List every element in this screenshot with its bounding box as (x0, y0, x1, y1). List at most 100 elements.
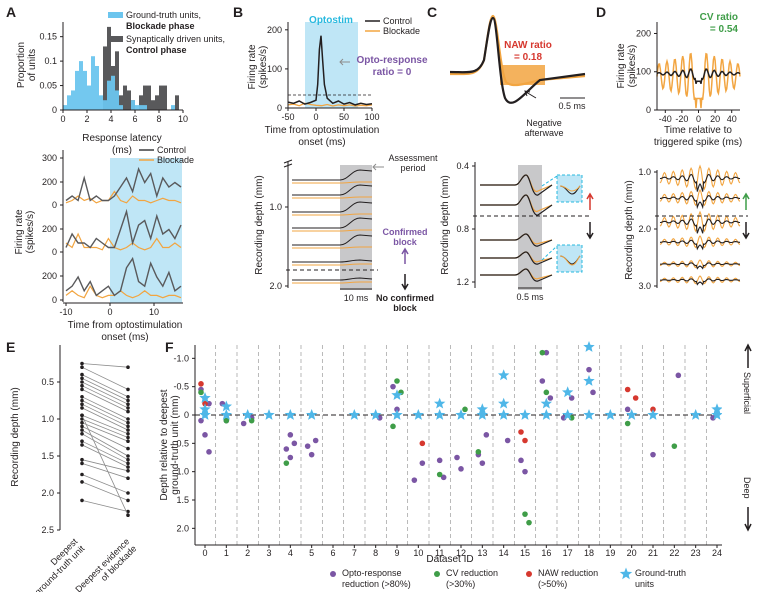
histogram-y-label: Proportionof units (16, 42, 38, 88)
deepest-blockade-point (126, 498, 130, 503)
negative-afterwave-label: Negative afterwave (524, 118, 563, 138)
opto-reduction-point (287, 432, 294, 438)
legend-swatch-ground-truth (108, 12, 123, 18)
cv-reduction-point (526, 519, 532, 526)
cv-reduction-point (436, 471, 443, 478)
deepest-blockade-point (126, 395, 130, 399)
control-depth-waveform (480, 174, 553, 196)
control-depth-trace (660, 262, 740, 270)
x-tick-label: 7 (352, 548, 357, 558)
d-down-arrow-icon (742, 222, 750, 240)
paired-line (81, 407, 129, 431)
histogram-bar-ground-truth (75, 70, 79, 110)
deepest-ground-truth-point (80, 413, 84, 418)
axis-break-icon (283, 159, 293, 168)
x-tick-label: 10 (178, 114, 188, 124)
ground-truth-star (583, 341, 595, 352)
blockade-depth-trace (659, 235, 741, 249)
down-arrow-icon (401, 274, 409, 291)
opto-reduction-point (206, 449, 212, 455)
legend-marker (434, 571, 440, 577)
arrow-icon (339, 58, 350, 66)
ground-truth-star (540, 397, 552, 409)
e-y-label: Recording depth (mm) (10, 387, 21, 486)
opto-reduction-point (650, 451, 656, 458)
legend-synaptic-line1: Synaptically driven units, (126, 34, 225, 44)
opto-reduction-point (390, 383, 396, 390)
cv-reduction-point (283, 460, 290, 466)
paired-line (81, 377, 129, 401)
green-up-arrow-icon (742, 192, 750, 210)
deepest-ground-truth-point (80, 398, 84, 403)
ground-truth-star (242, 409, 254, 420)
histogram-bar-synaptic (151, 100, 155, 110)
y-tick-label: -1.0 (173, 353, 189, 363)
control-depth-trace (292, 234, 373, 246)
control-depth-trace (660, 195, 740, 210)
control-depth-trace (292, 277, 373, 281)
ground-truth-star (583, 375, 595, 386)
histogram-bar-ground-truth (171, 105, 175, 110)
histogram-y-ticks: 0 0.05 0.1 0.15 (39, 32, 63, 115)
traces-y-ticks: 0 200 0 200 0 200 300 (42, 153, 63, 305)
depth-waveforms-c (480, 174, 581, 282)
ground-truth-star (306, 409, 318, 420)
blockade-trace (65, 285, 182, 299)
deepest-ground-truth-point (80, 443, 84, 447)
deepest-blockade-point (126, 513, 130, 517)
b-y-label: Firing rate(spikes/s) (247, 44, 269, 89)
histogram-bar-ground-truth (71, 90, 75, 110)
ground-truth-star (540, 409, 552, 420)
cv-ratio-label: CV ratio (700, 12, 738, 23)
legend-label: NAW reduction (>50%) (538, 568, 598, 589)
legend-swatch-synaptic (108, 36, 123, 42)
opto-reduction-point (547, 395, 554, 401)
paired-line (81, 444, 129, 468)
paired-line (81, 481, 129, 501)
opto-reduction-point (479, 460, 486, 466)
deep-arrow-icon (744, 507, 752, 532)
opto-response-label: Opto-response (356, 55, 428, 66)
blockade-trace (287, 102, 373, 107)
control-depth-trace (660, 239, 740, 251)
x-tick-label: 2 (84, 114, 89, 124)
firing-rate-traces-a (65, 166, 182, 299)
up-arrow-icon (401, 247, 409, 264)
deepest-ground-truth-point (80, 461, 84, 466)
panel-a: 00.050.10.15 0 2 4 6 8 10 Proportionof units … (14, 10, 225, 343)
legend-synaptic-line2: Control phase (126, 45, 187, 55)
deepest-ground-truth-point (80, 372, 84, 377)
blockade-depth-trace (659, 164, 741, 191)
naw-reduction-point (518, 429, 524, 435)
naw-highlight (500, 65, 545, 85)
panel-f: -1.0-0.500.51.01.52.0 0 1 2 3 4 5 6 7 8 9 10 11 12 13… (159, 341, 752, 589)
cv-reduction-point (539, 349, 546, 356)
depth-traces-d (659, 164, 741, 286)
ground-truth-star (434, 409, 446, 420)
control-depth-waveform (480, 194, 553, 216)
ground-truth-star (391, 389, 403, 400)
control-trace (65, 208, 182, 249)
x-tick-label: 0 (60, 114, 65, 124)
x-tick-label: -40 (659, 114, 672, 124)
y-tick-label: 200 (42, 271, 57, 281)
x-tick-label: 22 (669, 548, 679, 558)
deepest-blockade-point (126, 409, 130, 414)
control-depth-trace (292, 201, 373, 213)
x-tick-label: 17 (563, 548, 573, 558)
blockade-depth-trace (659, 275, 741, 285)
deepest-blockade-point (126, 439, 130, 444)
d-x-label: Time relative to triggered spike (ms) (654, 125, 742, 148)
b-x-label: Time from optostimulation onset (ms) (265, 125, 380, 148)
y-tick-label: 300 (42, 153, 57, 163)
histogram-bar-ground-truth (63, 105, 67, 110)
x-tick-label: 21 (648, 548, 658, 558)
assessment-arrow-icon (372, 163, 384, 171)
paired-line (81, 433, 129, 461)
y-tick-label: 200 (636, 28, 651, 38)
waveform-c (449, 14, 586, 104)
deepest-blockade-point (126, 398, 130, 403)
deep-label: Deep (742, 477, 752, 499)
opto-reduction-point (543, 349, 550, 356)
panel-label-f: F (165, 339, 174, 355)
